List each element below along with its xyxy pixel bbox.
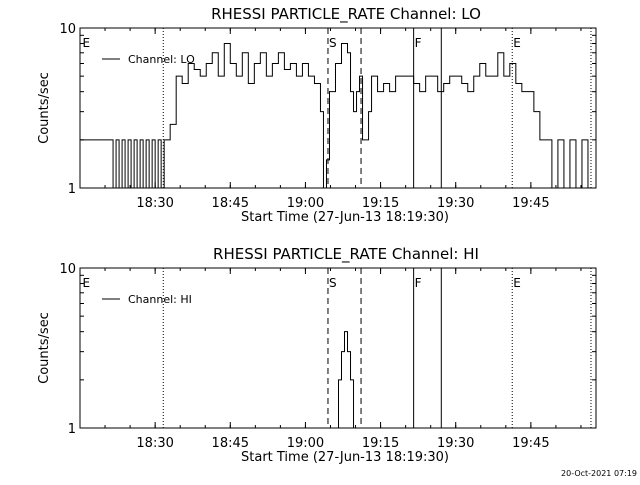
x-axis-label: Start Time (27-Jun-13 18:19:30) [241,210,449,225]
x-tick-label: 19:30 [437,196,474,211]
y-tick-label: 10 [59,262,76,277]
x-tick-label: 18:45 [212,436,249,451]
chart-title: RHESSI PARTICLE_RATE Channel: LO [211,5,481,24]
marker-label: E [513,276,521,290]
legend-label: Channel: LO [128,53,195,66]
marker-label: S [329,36,337,50]
x-tick-label: 19:30 [437,436,474,451]
marker-label: F [415,36,422,50]
chart-title: RHESSI PARTICLE_RATE Channel: HI [213,245,479,264]
x-axis-label: Start Time (27-Jun-13 18:19:30) [241,450,449,465]
x-tick-label: 19:45 [512,436,549,451]
x-tick-label: 19:00 [287,196,324,211]
marker-label: E [513,36,521,50]
y-tick-label: 10 [59,22,76,37]
legend-label: Channel: HI [128,293,192,306]
y-tick-label: 1 [68,422,76,437]
marker-label: E [83,276,91,290]
y-axis-label: Counts/sec [37,72,52,144]
series-line-0 [335,331,356,429]
x-tick-label: 18:45 [212,196,249,211]
plot-frame-0 [79,27,597,189]
marker-label: F [415,276,422,290]
marker-label: E [83,36,91,50]
x-tick-label: 19:00 [287,436,324,451]
series-line-0 [80,43,593,189]
footer-timestamp: 20-Oct-2021 07:19 [561,469,637,478]
y-tick-label: 1 [68,182,76,197]
x-tick-label: 19:45 [512,196,549,211]
x-tick-label: 18:30 [136,196,173,211]
marker-label: S [329,276,337,290]
x-tick-label: 19:15 [362,436,399,451]
x-tick-label: 18:30 [136,436,173,451]
x-tick-label: 19:15 [362,196,399,211]
y-axis-label: Counts/sec [37,312,52,384]
